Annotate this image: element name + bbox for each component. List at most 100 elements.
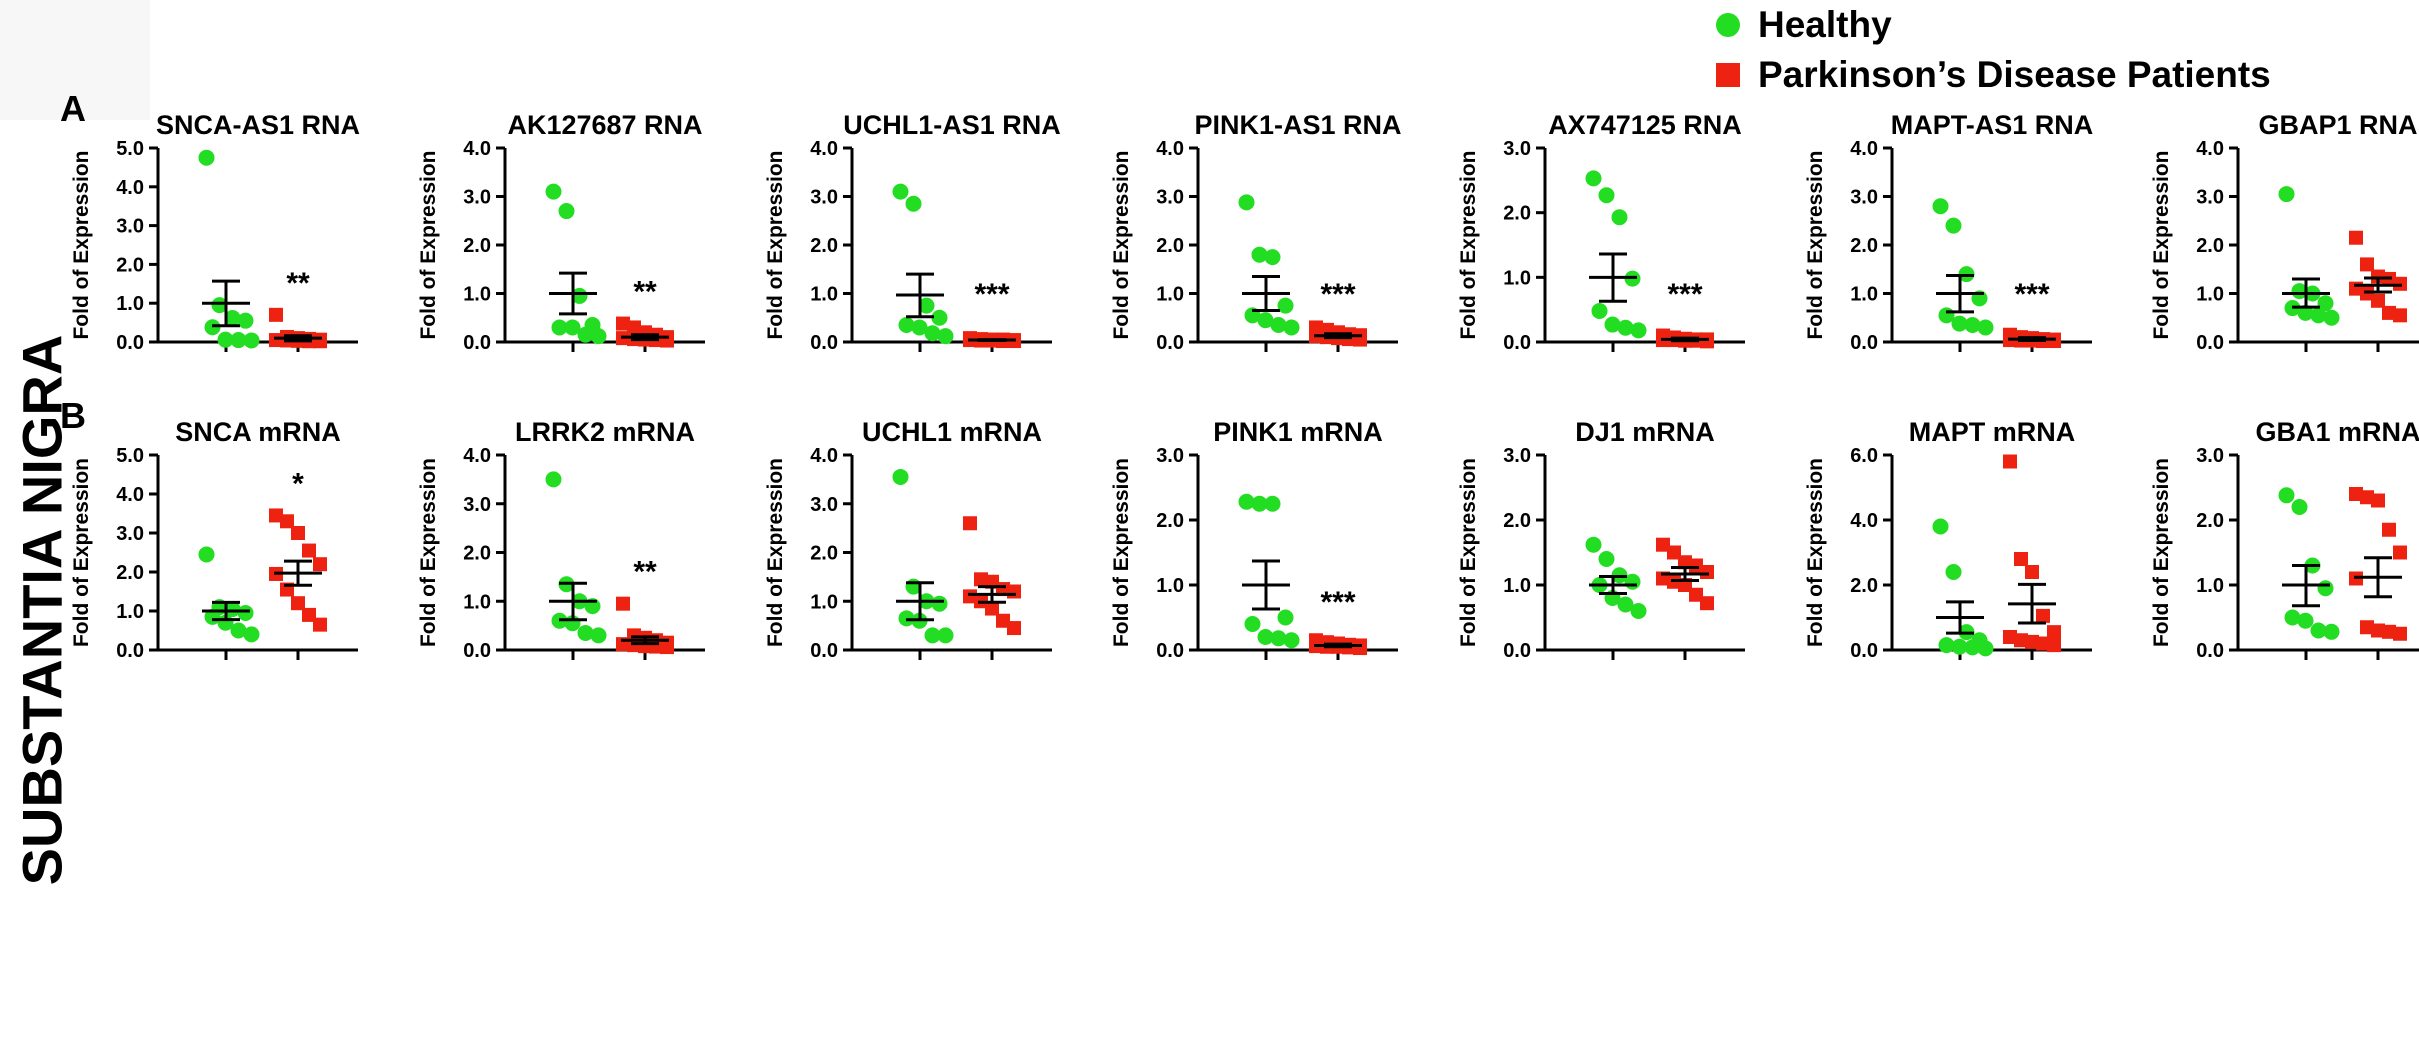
y-tick-label: 1.0	[1503, 575, 1531, 597]
healthy-point	[237, 604, 254, 621]
patient-point	[660, 333, 674, 348]
significance-marker: ***	[1667, 278, 1702, 311]
healthy-point	[2297, 612, 2314, 629]
chart-title: AX747125 RNA	[1548, 110, 1742, 140]
patient-point	[1689, 558, 1703, 573]
healthy-point	[892, 468, 909, 485]
healthy-point	[2310, 622, 2327, 639]
y-tick-label: 3.0	[463, 187, 491, 209]
patient-point	[1353, 641, 1367, 656]
patient-point	[2047, 638, 2061, 653]
healthy-point	[898, 317, 915, 334]
y-tick-label: 3.0	[810, 187, 838, 209]
patient-point	[1700, 565, 1714, 579]
patient-point	[616, 596, 630, 611]
significance-marker: **	[633, 276, 657, 309]
healthy-point	[1244, 616, 1261, 632]
y-axis-label: Fold of Expression	[1804, 150, 1827, 339]
y-tick-label: 4.0	[810, 445, 838, 467]
y-tick-label: 0.0	[2196, 640, 2224, 662]
patient-point	[963, 516, 977, 531]
y-tick-label: 4.0	[2196, 138, 2224, 160]
chart-title: DJ1 mRNA	[1575, 417, 1715, 447]
patient-point	[2382, 624, 2396, 639]
healthy-marker-icon	[1716, 13, 1740, 37]
patient-point	[2393, 545, 2407, 560]
healthy-point	[577, 624, 594, 641]
patient-point	[1678, 555, 1692, 570]
y-tick-label: 1.0	[810, 591, 838, 613]
patient-point	[2371, 623, 2385, 638]
patient-point	[1700, 334, 1714, 349]
patient-point	[2349, 487, 2363, 501]
healthy-point	[1611, 209, 1628, 226]
y-tick-label: 0.0	[116, 640, 144, 662]
patient-point	[313, 557, 327, 572]
healthy-point	[2310, 307, 2327, 324]
y-tick-label: 0.0	[810, 332, 838, 354]
y-tick-label: 2.0	[1156, 235, 1184, 257]
y-axis-label: Fold of Expression	[2150, 150, 2173, 339]
y-tick-label: 4.0	[463, 445, 491, 467]
healthy-point	[1604, 316, 1621, 333]
chart-title: SNCA mRNA	[175, 417, 341, 447]
y-tick-label: 3.0	[1503, 138, 1531, 160]
patient-point	[2036, 636, 2050, 651]
patient-point	[660, 640, 674, 655]
patient-point	[1007, 621, 1021, 636]
healthy-point	[2317, 580, 2334, 597]
patient-point	[963, 589, 977, 604]
healthy-point	[1270, 317, 1287, 334]
chart-9: LRRK2 mRNA Fold of Expression 0.0 1.0 2.0 3.0…	[417, 417, 705, 662]
patient-point	[269, 307, 283, 322]
panel-label-b: B	[60, 395, 86, 436]
patient-point	[2003, 454, 2017, 469]
y-tick-label: 5.0	[116, 445, 144, 467]
patient-point	[269, 508, 283, 523]
healthy-point	[1964, 639, 1981, 656]
healthy-point	[918, 297, 935, 314]
healthy-point	[1932, 198, 1949, 215]
y-tick-label: 1.0	[810, 284, 838, 306]
chart-title: UCHL1 mRNA	[862, 417, 1042, 447]
healthy-point	[2291, 283, 2308, 300]
healthy-point	[577, 326, 594, 343]
healthy-point	[2297, 304, 2314, 321]
significance-marker: **	[633, 556, 657, 589]
healthy-point	[217, 331, 234, 348]
significance-marker: ***	[1320, 278, 1355, 311]
chart-3: UCHL1-AS1 RNA Fold of Expression 0.0 1.0 2.0…	[764, 110, 1061, 354]
patient-point	[291, 596, 305, 611]
y-tick-label: 2.0	[2196, 235, 2224, 257]
healthy-point	[1630, 322, 1647, 339]
patient-point	[1656, 537, 1670, 552]
y-tick-label: 1.0	[1156, 284, 1184, 306]
healthy-point	[224, 601, 241, 618]
y-tick-label: 4.0	[463, 138, 491, 160]
healthy-point	[2284, 609, 2301, 626]
chart-title: GBAP1 RNA	[2258, 110, 2417, 140]
y-tick-label: 2.0	[1850, 235, 1878, 257]
y-tick-label: 2.0	[1850, 575, 1878, 597]
healthy-point	[2317, 295, 2334, 312]
healthy-point	[1617, 319, 1634, 336]
chart-12: DJ1 mRNA Fold of Expression 0.0 1.0 2.0 3.0	[1457, 417, 1745, 662]
chart-8: SNCA mRNA Fold of Expression 0.0 1.0 2.0 3.0 4…	[70, 417, 358, 662]
healthy-point	[230, 622, 247, 639]
significance-marker: *	[292, 467, 304, 500]
corner-blank	[0, 0, 150, 120]
healthy-point	[937, 627, 954, 644]
patient-point	[280, 514, 294, 529]
healthy-point	[1617, 596, 1634, 613]
y-tick-label: 1.0	[116, 601, 144, 623]
chart-title: PINK1 mRNA	[1213, 417, 1383, 447]
healthy-point	[1945, 217, 1962, 234]
chart-6: MAPT-AS1 RNA Fold of Expression 0.0 1.0 2.0 3…	[1804, 110, 2093, 354]
y-tick-label: 2.0	[2196, 510, 2224, 532]
healthy-point	[198, 546, 215, 563]
significance-marker: ***	[974, 278, 1009, 311]
y-tick-label: 0.0	[1850, 332, 1878, 354]
y-tick-label: 0.0	[116, 332, 144, 354]
y-tick-label: 4.0	[810, 138, 838, 160]
patient-point	[616, 316, 630, 331]
